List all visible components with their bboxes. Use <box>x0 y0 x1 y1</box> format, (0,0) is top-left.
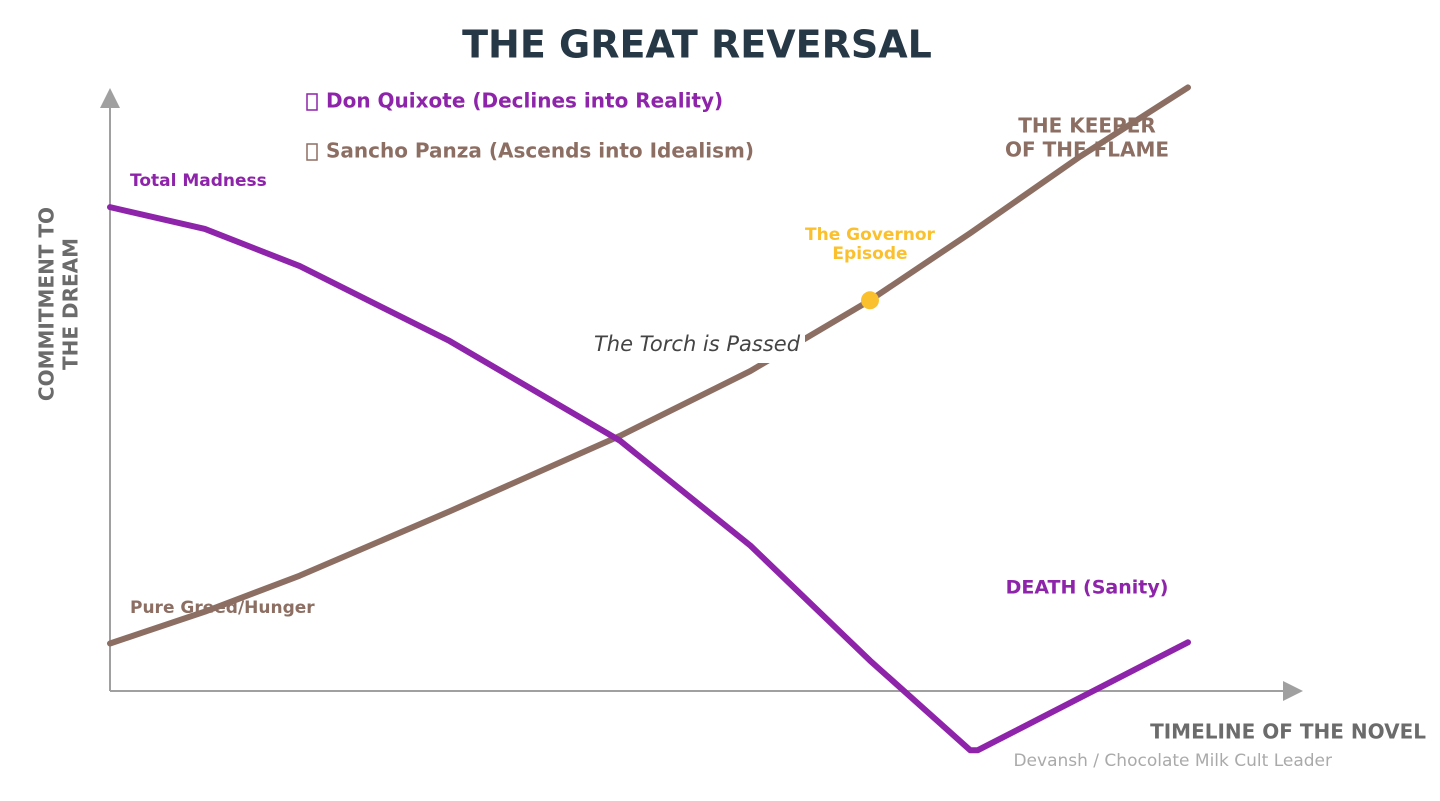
series-line <box>107 204 1191 754</box>
annotation-text: DEATH (Sanity) <box>1006 577 1169 599</box>
annotation-background <box>589 327 805 363</box>
credit: Devansh / Chocolate Milk Cult Leader <box>1013 751 1332 771</box>
x-axis-arrow <box>1283 681 1303 701</box>
y-axis-arrow <box>100 88 120 108</box>
annotation-text: Pure Greed/Hunger <box>130 598 315 618</box>
annotation-text: Total Madness <box>130 171 267 191</box>
legend-label: Sancho Panza (Ascends into Idealism) <box>326 139 754 163</box>
chart-title: THE GREAT REVERSAL <box>462 23 932 67</box>
legend-swatch <box>306 143 318 161</box>
annotation: Total Madness <box>130 171 267 191</box>
x-axis-label: TIMELINE OF THE NOVEL <box>1150 720 1426 744</box>
annotation: Pure Greed/Hunger <box>130 598 315 618</box>
annotation-text: OF THE FLAME <box>1005 138 1169 162</box>
y-axis-label-line: THE DREAM <box>59 238 83 370</box>
y-axis-label: COMMITMENT TO THE DREAM <box>35 207 83 401</box>
annotation: DEATH (Sanity) <box>1006 577 1169 599</box>
series-line <box>107 84 1191 647</box>
y-axis-label-line: COMMITMENT TO <box>35 207 59 401</box>
annotation: The Torch is Passed <box>589 327 805 363</box>
legend-swatch <box>306 93 318 111</box>
legend-label: Don Quixote (Declines into Reality) <box>326 89 723 113</box>
highlight-point <box>860 291 879 310</box>
annotation-text: THE KEEPER <box>1018 114 1156 138</box>
highlight-label: Episode <box>832 244 907 264</box>
annotation-text: The Torch is Passed <box>594 332 801 356</box>
highlight-label: The Governor <box>805 225 936 245</box>
